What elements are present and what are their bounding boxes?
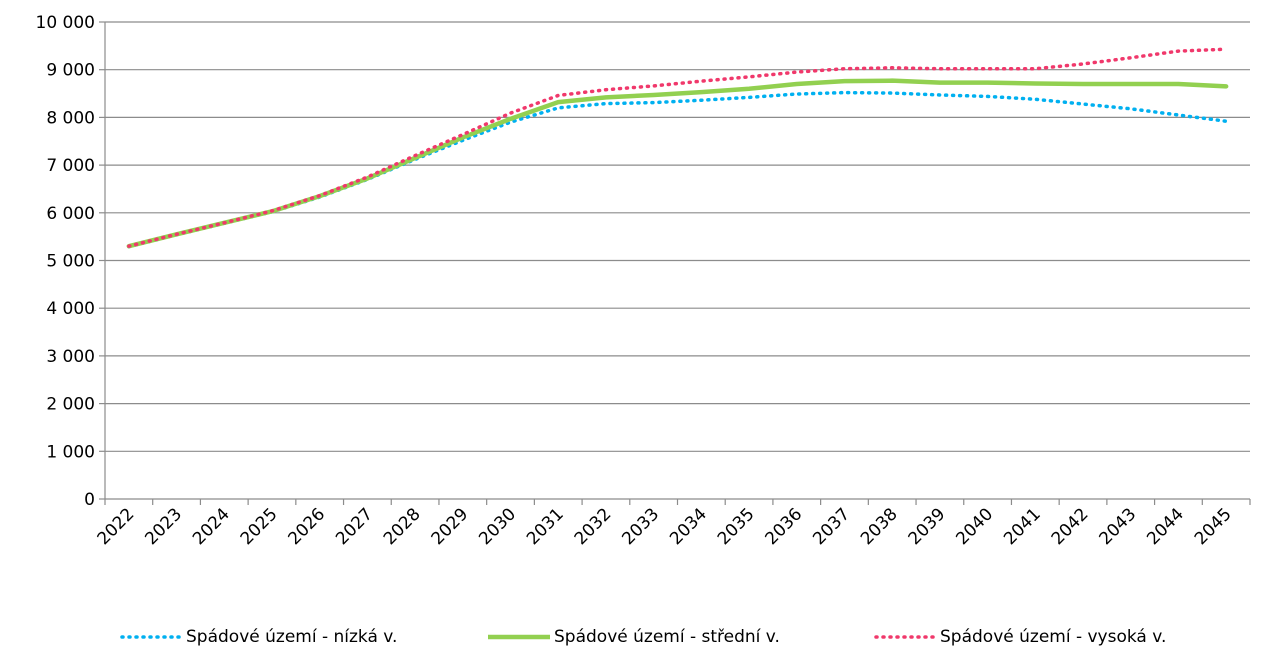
y-tick-label: 2 000 (46, 395, 95, 415)
x-tick-label: 2034 (666, 504, 711, 549)
legend-label-high: Spádové území - vysoká v. (940, 627, 1167, 647)
x-tick-label: 2043 (1096, 504, 1141, 549)
series-lines (126, 47, 1229, 249)
legend-item-mid: Spádové území - střední v. (488, 622, 780, 652)
y-tick-label: 7 000 (46, 156, 95, 176)
x-tick-label: 2031 (523, 504, 568, 549)
x-tick-label: 2045 (1191, 504, 1236, 549)
legend-item-high: Spádové území - vysoká v. (874, 622, 1166, 652)
legend-swatch-mid (488, 634, 550, 640)
x-tick-label: 2039 (905, 504, 950, 549)
x-tick-label: 2035 (714, 504, 759, 549)
series-line-1 (126, 78, 1229, 249)
legend-swatch-low (120, 635, 182, 639)
y-tick-label: 4 000 (46, 299, 95, 319)
x-tick-label: 2044 (1143, 504, 1188, 549)
series-line-0 (127, 90, 1228, 249)
x-tick-label: 2033 (618, 504, 663, 549)
y-tick-label: 8 000 (46, 108, 95, 128)
legend-item-low: Spádové území - nízká v. (120, 622, 397, 652)
y-axis-tick-labels: 0 1 000 2 000 3 000 4 000 5 000 6 000 7 000 8 00… (36, 13, 95, 510)
y-tick-label: 9 000 (46, 61, 95, 81)
x-tick-label: 2037 (809, 504, 854, 549)
x-tick-label: 2029 (428, 504, 473, 549)
x-tick-label: 2030 (475, 504, 520, 549)
series-line-2 (127, 47, 1228, 248)
x-axis-tick-labels: 2022 2023 2024 2025 2026 2027 2028 2029 2030 2031… (94, 504, 1236, 549)
x-tick-label: 2041 (1000, 504, 1045, 549)
x-tick-label: 2038 (857, 504, 902, 549)
x-tick-label: 2032 (571, 504, 616, 549)
legend-swatch-high (874, 635, 936, 639)
y-tick-label: 1 000 (46, 442, 95, 462)
y-tick-label: 10 000 (36, 13, 95, 33)
x-tick-label: 2026 (284, 504, 329, 549)
x-tick-label: 2042 (1048, 504, 1093, 549)
x-tick-label: 2024 (189, 504, 234, 549)
y-tick-label: 5 000 (46, 252, 95, 272)
axes (99, 21, 1251, 505)
x-tick-label: 2025 (237, 504, 282, 549)
legend-label-low: Spádové území - nízká v. (186, 627, 398, 647)
x-tick-label: 2040 (952, 504, 997, 549)
x-tick-label: 2028 (380, 504, 425, 549)
y-tick-label: 3 000 (46, 347, 95, 367)
x-tick-label: 2027 (332, 504, 377, 549)
x-tick-label: 2022 (94, 504, 139, 549)
chart-svg: 0 1 000 2 000 3 000 4 000 5 000 6 000 7 000 8 00… (36, 13, 1251, 549)
legend-label-mid: Spádové území - střední v. (554, 627, 780, 647)
x-tick-label: 2036 (762, 504, 807, 549)
y-tick-label: 0 (84, 490, 95, 510)
x-tick-label: 2023 (141, 504, 186, 549)
legend: Spádové území - nízká v. Spádové území -… (0, 622, 1264, 652)
gridlines (105, 21, 1250, 452)
y-tick-label: 6 000 (46, 204, 95, 224)
